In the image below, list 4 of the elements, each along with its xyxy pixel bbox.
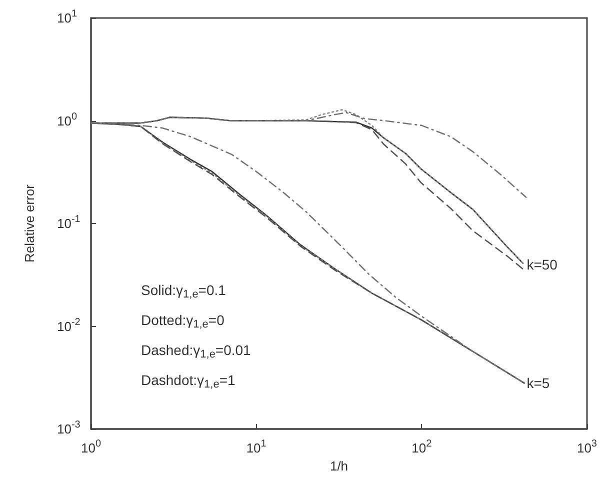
annotation: k=5 xyxy=(526,375,550,392)
y-axis-title: Relative error xyxy=(22,184,37,263)
annotation: k=50 xyxy=(526,256,558,272)
x-axis-title: 1/h xyxy=(330,458,348,474)
